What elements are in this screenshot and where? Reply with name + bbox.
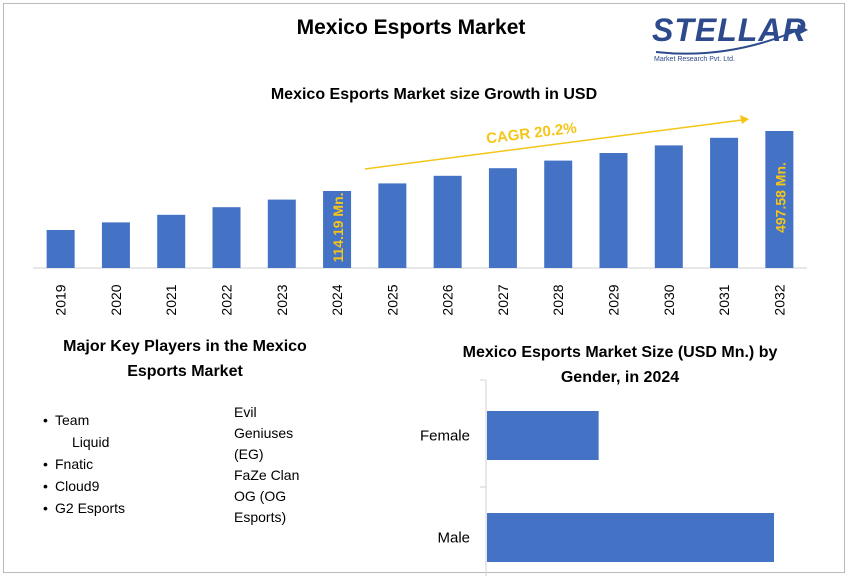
tick-label-2019: 2019	[53, 284, 69, 315]
tick-label-2024: 2024	[329, 284, 345, 315]
tick-label-2020: 2020	[108, 284, 124, 315]
player-text-line: Evil	[234, 404, 257, 420]
bar-2032	[765, 131, 794, 268]
bar-2024	[323, 191, 352, 268]
stellar-logo: STELLAR Market Research Pvt. Ltd.	[648, 10, 813, 70]
bar-2019	[46, 230, 75, 268]
bar-2026	[433, 175, 462, 268]
data-label: 114.19 Mn.	[330, 192, 346, 262]
tick-label-2029: 2029	[606, 284, 622, 315]
player-item: • Team	[43, 409, 89, 431]
tick-label-2027: 2027	[495, 284, 511, 315]
tick-label-2023: 2023	[274, 284, 290, 315]
player-text-line: OG (OG	[234, 488, 287, 504]
bar-2022	[212, 207, 241, 268]
tick-label-2025: 2025	[384, 284, 400, 315]
bar-2025	[378, 183, 407, 268]
player-item-continued: Liquid	[72, 434, 110, 450]
bullet-icon: •	[43, 412, 48, 428]
player-item: • Fnatic	[43, 453, 93, 475]
tick-label-2021: 2021	[163, 284, 179, 315]
players-title: Major Key Players in the Mexico Esports …	[63, 338, 307, 380]
bullet-icon: •	[43, 500, 48, 516]
data-label: 497.58 Mn.	[772, 162, 788, 233]
bar-2027	[488, 168, 517, 268]
tick-label-2026: 2026	[440, 284, 456, 315]
bar-2029	[599, 153, 628, 268]
cagr-arrow	[364, 119, 743, 170]
bar-2028	[544, 160, 573, 268]
tick-label-2028: 2028	[550, 284, 566, 315]
bar-2023	[267, 199, 296, 268]
player-item: • G2 Esports	[43, 497, 125, 519]
bullet-icon: •	[43, 478, 48, 494]
bar-2020	[101, 222, 130, 268]
bar-2021	[157, 214, 186, 268]
tick-label-2022: 2022	[219, 284, 235, 315]
gender-chart-title: Mexico Esports Market Size (USD Mn.) by …	[462, 344, 778, 386]
logo-tagline: Market Research Pvt. Ltd.	[654, 56, 735, 63]
bar-2030	[654, 145, 683, 268]
growth-chart-title: Mexico Esports Market size Growth in USD	[270, 86, 598, 103]
bullet-icon: •	[43, 456, 48, 472]
logo-wordmark: STELLAR	[652, 12, 807, 48]
player-text-line: FaZe Clan	[234, 467, 300, 483]
logo-swoosh-icon	[655, 24, 808, 55]
page-title: Mexico Esports Market	[296, 16, 526, 39]
cagr-arrowhead-icon	[740, 115, 749, 124]
tick-label-2032: 2032	[771, 284, 787, 315]
player-item: • Cloud9	[43, 475, 99, 497]
tick-label-2030: 2030	[661, 284, 677, 315]
player-text-line: (EG)	[234, 446, 264, 462]
bar-2031	[710, 137, 739, 268]
player-text-line: Geniuses	[234, 425, 294, 441]
growth-bar-chart: 2019 2020 2021 2022 2023 2024 2025 2026 2027 2028…	[33, 115, 807, 316]
player-text-line: Esports)	[234, 509, 287, 525]
tick-label-2031: 2031	[716, 284, 732, 315]
infographic-frame	[3, 3, 845, 573]
